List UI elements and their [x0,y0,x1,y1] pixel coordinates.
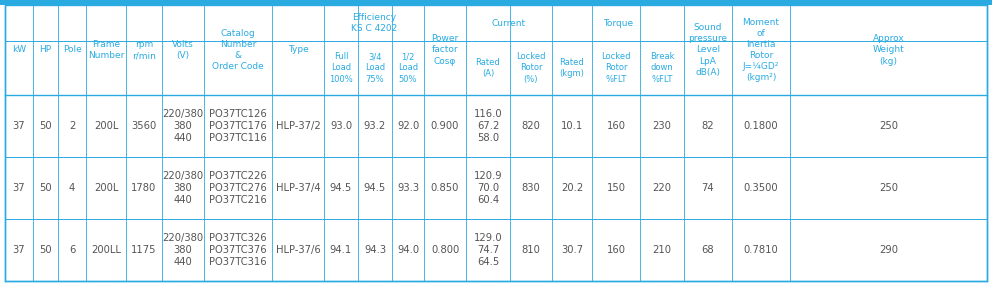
Text: 150: 150 [606,183,626,193]
Text: rpm
r/min: rpm r/min [132,40,156,60]
Text: 290: 290 [879,245,898,255]
Text: 50: 50 [40,245,52,255]
Text: Efficiency
KS C 4202: Efficiency KS C 4202 [351,13,397,33]
Text: Locked
Rotor
(%): Locked Rotor (%) [516,52,546,83]
Text: 120.9
70.0
60.4: 120.9 70.0 60.4 [474,171,502,205]
Text: Locked
Rotor
%FLT: Locked Rotor %FLT [601,52,631,83]
Text: 0.850: 0.850 [431,183,459,193]
Text: Approx
Weight
(kg): Approx Weight (kg) [873,35,905,66]
Text: 10.1: 10.1 [560,121,583,131]
Text: 250: 250 [879,183,898,193]
Text: 1175: 1175 [131,245,157,255]
Text: 30.7: 30.7 [560,245,583,255]
Text: Rated
(kgm): Rated (kgm) [559,58,584,78]
Text: 1780: 1780 [131,183,157,193]
Text: 3560: 3560 [131,121,157,131]
Text: 74: 74 [701,183,714,193]
Text: 94.1: 94.1 [330,245,352,255]
Text: 3/4
Load
75%: 3/4 Load 75% [365,52,385,83]
Text: 92.0: 92.0 [397,121,420,131]
Text: 200LL: 200LL [91,245,121,255]
Text: 200L: 200L [94,183,118,193]
Text: Power
factor
Cosφ: Power factor Cosφ [432,35,458,66]
Text: 50: 50 [40,183,52,193]
Text: 93.2: 93.2 [364,121,386,131]
Text: PO37TC326
PO37TC376
PO37TC316: PO37TC326 PO37TC376 PO37TC316 [209,233,267,267]
Text: HLP-37/4: HLP-37/4 [276,183,320,193]
Text: 37: 37 [13,183,26,193]
Text: Rated
(A): Rated (A) [475,58,500,78]
Text: 210: 210 [653,245,672,255]
Text: 220/380
380
440: 220/380 380 440 [163,233,203,267]
Text: 220: 220 [653,183,672,193]
Text: HP: HP [40,46,52,55]
Text: 20.2: 20.2 [560,183,583,193]
Text: Sound
pressure
Level
LpA
dB(A): Sound pressure Level LpA dB(A) [688,23,727,77]
Text: 37: 37 [13,245,26,255]
Text: Full
Load
100%: Full Load 100% [329,52,353,83]
Text: 810: 810 [522,245,541,255]
Text: 68: 68 [701,245,714,255]
Text: 830: 830 [522,183,541,193]
Text: 129.0
74.7
64.5: 129.0 74.7 64.5 [474,233,502,267]
Text: 160: 160 [606,245,626,255]
Text: 250: 250 [879,121,898,131]
Text: 94.3: 94.3 [364,245,386,255]
Text: Pole: Pole [62,46,81,55]
Text: 0.1800: 0.1800 [744,121,779,131]
Text: 94.5: 94.5 [364,183,386,193]
Text: 4: 4 [68,183,75,193]
Bar [5,219,987,281]
Text: Current: Current [492,18,526,27]
Text: 200L: 200L [94,121,118,131]
Text: Break
down
%FLT: Break down %FLT [650,52,675,83]
Text: HLP-37/6: HLP-37/6 [276,245,320,255]
Text: 0.7810: 0.7810 [744,245,779,255]
Text: 94.0: 94.0 [397,245,419,255]
Text: Moment
of
Inertia
Rotor
J=¼GD²
(kgm²): Moment of Inertia Rotor J=¼GD² (kgm²) [742,18,780,82]
Text: HLP-37/2: HLP-37/2 [276,121,320,131]
Text: 93.3: 93.3 [397,183,419,193]
Text: 50: 50 [40,121,52,131]
Text: 220/380
380
440: 220/380 380 440 [163,109,203,143]
Text: 0.3500: 0.3500 [744,183,779,193]
Text: Volts
(V): Volts (V) [173,40,193,60]
Text: 2: 2 [68,121,75,131]
Bar [5,157,987,219]
Text: 93.0: 93.0 [330,121,352,131]
Text: Frame
Number: Frame Number [88,40,124,60]
Text: 6: 6 [68,245,75,255]
Text: 820: 820 [522,121,541,131]
Text: 160: 160 [606,121,626,131]
Text: Catalog
Number
&
Order Code: Catalog Number & Order Code [212,29,264,71]
Text: 82: 82 [701,121,714,131]
Text: 230: 230 [653,121,672,131]
Text: kW: kW [12,46,26,55]
Text: Type: Type [288,46,309,55]
Bar [5,95,987,157]
Text: 220/380
380
440: 220/380 380 440 [163,171,203,205]
Text: HYUNDAI
MOTORS: HYUNDAI MOTORS [308,106,553,200]
Text: 37: 37 [13,121,26,131]
Text: Torque: Torque [603,18,633,27]
Text: PO37TC126
PO37TC176
PO37TC116: PO37TC126 PO37TC176 PO37TC116 [209,109,267,143]
Text: PO37TC226
PO37TC276
PO37TC216: PO37TC226 PO37TC276 PO37TC216 [209,171,267,205]
Text: 0.800: 0.800 [431,245,459,255]
Text: 0.900: 0.900 [431,121,459,131]
Bar [0,0,992,5]
Text: 116.0
67.2
58.0: 116.0 67.2 58.0 [474,109,502,143]
Text: 1/2
Load
50%: 1/2 Load 50% [398,52,418,83]
Text: 94.5: 94.5 [330,183,352,193]
